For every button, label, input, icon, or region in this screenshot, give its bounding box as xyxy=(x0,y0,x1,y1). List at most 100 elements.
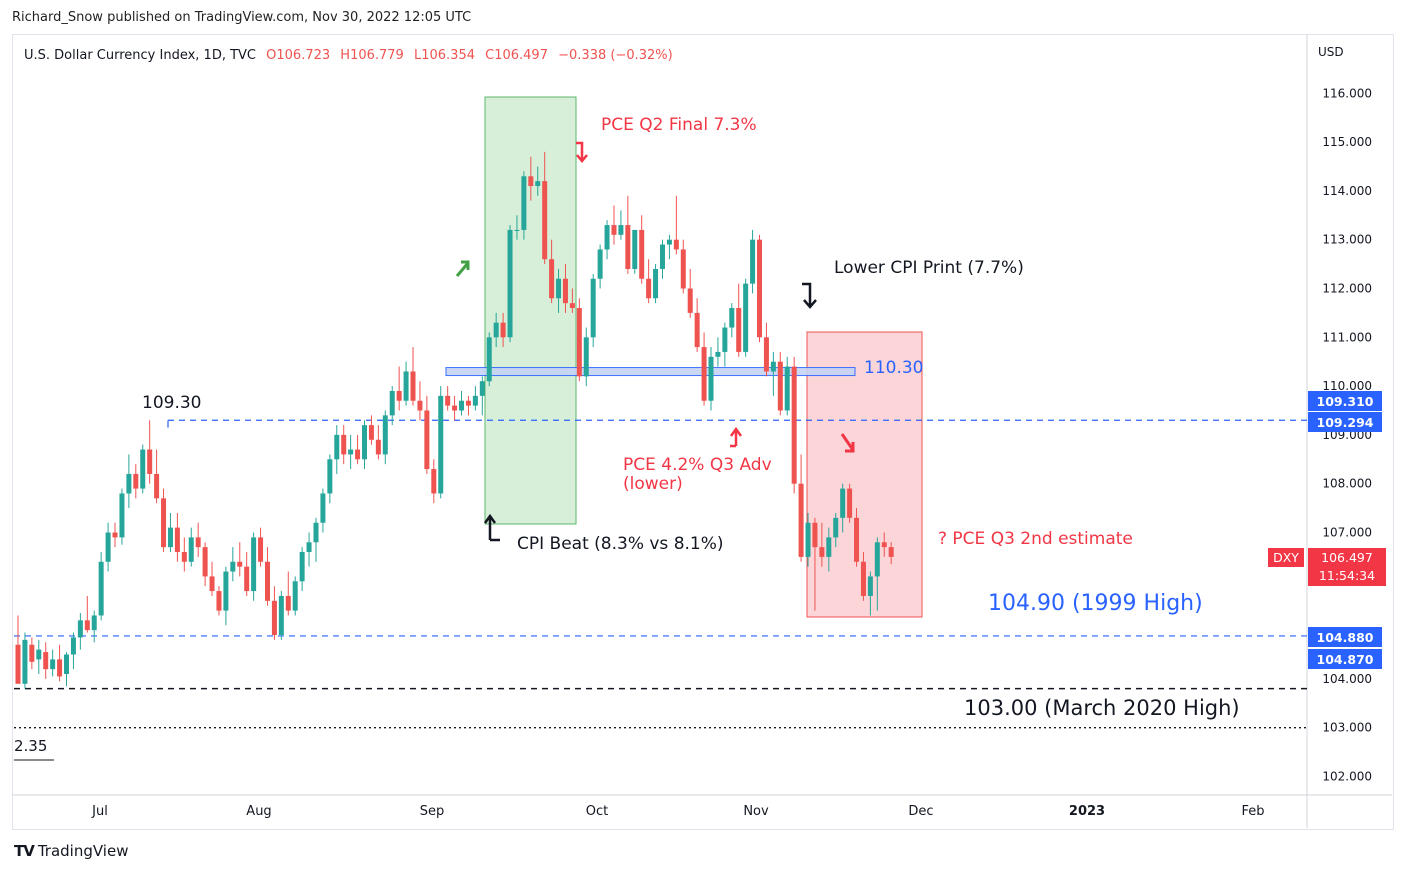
candle-body xyxy=(479,381,485,396)
candle-body xyxy=(472,395,478,406)
candle-body xyxy=(306,542,312,553)
pce-q2-arrow-icon xyxy=(576,141,588,163)
price-tick-label: 102.000 xyxy=(1322,770,1372,784)
candle-body xyxy=(355,449,361,460)
candle-body xyxy=(43,652,49,670)
level-104-90-label: 104.90 (1999 High) xyxy=(988,591,1203,616)
candle-body xyxy=(119,493,125,538)
price-badge-label: 104.870 xyxy=(1317,652,1374,667)
candle-body xyxy=(237,561,243,567)
price-tick-label: 104.000 xyxy=(1322,672,1372,686)
candle-body xyxy=(812,522,818,548)
price-badge-bg xyxy=(1308,412,1382,432)
candle-body xyxy=(666,239,672,245)
price-tick-label: 111.000 xyxy=(1322,330,1372,344)
candle-body xyxy=(507,229,513,338)
candle-body xyxy=(722,327,728,352)
candle-body xyxy=(417,400,423,411)
candle-body xyxy=(750,239,756,284)
candle-body xyxy=(867,576,873,596)
price-axis: 116.000 115.000 114.000 113.000 112.000 111.0… xyxy=(1322,86,1372,783)
annotation-pce-q3-adv: PCE 4.2% Q3 Adv xyxy=(623,455,772,475)
candle-body xyxy=(833,517,839,538)
candle-body xyxy=(126,473,132,494)
candle-body xyxy=(736,308,742,352)
candle-body xyxy=(70,637,76,655)
candle-body xyxy=(528,176,534,187)
candle-body xyxy=(611,225,617,235)
price-badge-bg xyxy=(1308,391,1382,411)
candle-body xyxy=(362,425,367,460)
candle-body xyxy=(375,439,381,455)
time-tick-label: Aug xyxy=(246,804,271,819)
candle-body xyxy=(556,278,562,299)
candle-body xyxy=(285,595,291,611)
candle-body xyxy=(459,400,465,411)
currency-label: USD xyxy=(1318,45,1344,59)
ohlc-low: L106.354 xyxy=(414,48,475,63)
candle-body xyxy=(57,659,63,677)
candle-body xyxy=(334,434,340,460)
candle-body xyxy=(493,322,499,338)
candle-body xyxy=(84,620,90,631)
annotation-lower: (lower) xyxy=(623,474,683,494)
candle-body xyxy=(230,561,236,572)
symbol-badge-label: DXY xyxy=(1273,550,1299,565)
candle-body xyxy=(486,337,492,382)
candle-body xyxy=(77,620,83,638)
candle-body xyxy=(64,654,70,675)
candle-body xyxy=(174,527,180,553)
last-price-badge-bg xyxy=(1308,548,1386,586)
ohlc-open: O106.723 xyxy=(266,48,330,63)
brand-name: TradingView xyxy=(37,842,129,860)
candle-body xyxy=(216,591,222,611)
candle-body xyxy=(389,390,395,416)
pce-q3-adv-arrow-icon xyxy=(729,426,743,448)
time-axis: Jul Aug Sep Oct Nov Dec 2023 Feb xyxy=(91,804,1264,819)
zone-110-30 xyxy=(445,367,856,377)
candle-body xyxy=(514,229,520,231)
up-trend-arrow-icon xyxy=(455,260,470,277)
candle-body xyxy=(549,259,555,299)
candle-body xyxy=(632,229,638,269)
candle-body xyxy=(327,459,333,494)
candle-body xyxy=(701,347,707,401)
candle-body xyxy=(271,600,277,635)
candle-body xyxy=(258,537,264,562)
candle-body xyxy=(313,522,319,543)
candle-body xyxy=(840,488,846,518)
candle-body xyxy=(562,278,568,304)
price-badge-label: 109.310 xyxy=(1317,394,1374,409)
price-tick-label: 112.000 xyxy=(1322,282,1372,296)
candle-body xyxy=(209,576,215,592)
candle-body xyxy=(597,249,603,279)
candle-body xyxy=(673,239,679,250)
candle-body xyxy=(292,581,298,611)
candles xyxy=(15,151,894,689)
ohlc-high: H106.779 xyxy=(340,48,404,63)
candle-body xyxy=(826,537,832,557)
candle-body xyxy=(105,532,111,562)
candle-body xyxy=(181,552,187,562)
annotations: 109.30 110.30 104.90 (1999 High) 103.00 (Ma… xyxy=(14,115,1240,755)
candle-body xyxy=(757,239,763,338)
candle-body xyxy=(36,649,42,660)
candle-body xyxy=(583,337,589,377)
candle-body xyxy=(403,371,409,401)
symbol-info: U.S. Dollar Currency Index, 1D, TVC O106… xyxy=(24,48,673,63)
down-trend-arrow-icon xyxy=(840,433,855,453)
annotation-lower-cpi: Lower CPI Print (7.7%) xyxy=(834,258,1024,278)
annotation-pce-q2: PCE Q2 Final 7.3% xyxy=(601,115,757,135)
candle-body xyxy=(29,644,35,662)
price-tick-label: 108.000 xyxy=(1322,477,1372,491)
candle-body xyxy=(500,322,506,338)
candle-body xyxy=(22,639,28,684)
chart-frame xyxy=(12,34,1394,830)
candle-body xyxy=(195,537,201,548)
tradingview-brand[interactable]: TV TradingView xyxy=(14,842,128,860)
candle-body xyxy=(687,288,693,313)
candle-body xyxy=(382,415,388,455)
tradingview-logo-icon: TV xyxy=(14,842,35,860)
candle-body xyxy=(659,244,665,269)
